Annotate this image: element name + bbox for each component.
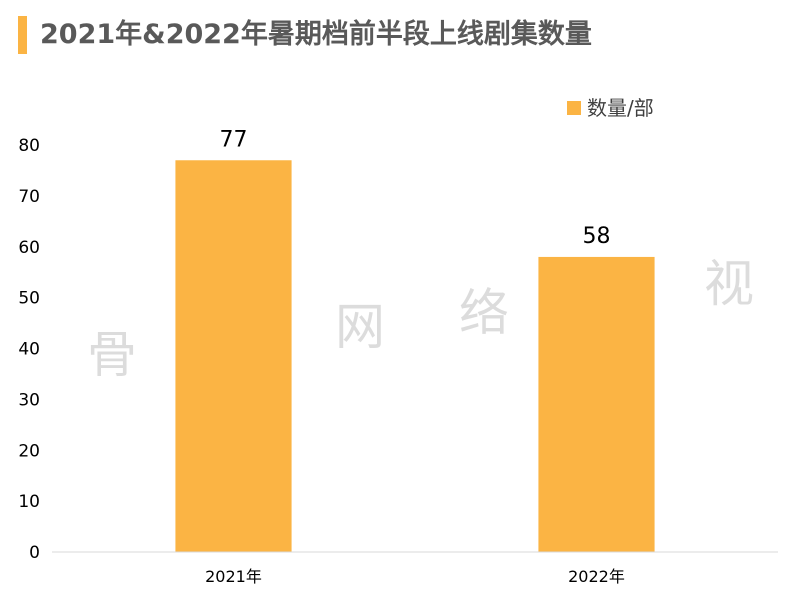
y-tick-label: 20 <box>18 441 40 461</box>
legend-label: 数量/部 <box>587 96 654 120</box>
y-tick-label: 40 <box>18 340 40 360</box>
y-tick-label: 10 <box>18 492 40 512</box>
y-tick-label: 30 <box>18 390 40 410</box>
chart-header: 2021年&2022年暑期档前半段上线剧集数量 <box>0 12 795 56</box>
data-labels: 77 58 <box>220 127 611 249</box>
bars <box>175 160 655 552</box>
legend-swatch <box>567 101 581 115</box>
chart-title: 2021年&2022年暑期档前半段上线剧集数量 <box>40 19 592 50</box>
y-tick-label: 60 <box>18 238 40 258</box>
watermark-glyph: 络 <box>459 284 509 342</box>
y-tick-label: 50 <box>18 289 40 309</box>
x-axis-ticks: 2021年 2022年 <box>205 567 625 586</box>
x-tick-label: 2022年 <box>568 567 625 586</box>
watermark-glyph: 视 <box>704 255 754 313</box>
y-axis-ticks: 0 10 20 30 40 50 60 70 80 <box>18 136 40 563</box>
bar-2022年 <box>538 256 655 552</box>
data-label: 58 <box>583 224 611 249</box>
y-tick-label: 80 <box>18 136 40 156</box>
watermark-glyph: 网 <box>335 298 385 356</box>
y-tick-label: 0 <box>29 543 40 563</box>
title-accent-bar <box>18 16 27 54</box>
watermark-glyph: 骨 <box>87 326 137 384</box>
x-tick-label: 2021年 <box>205 567 262 586</box>
y-tick-label: 70 <box>18 187 40 207</box>
data-label: 77 <box>220 127 248 152</box>
bar-2021年 <box>175 160 292 552</box>
